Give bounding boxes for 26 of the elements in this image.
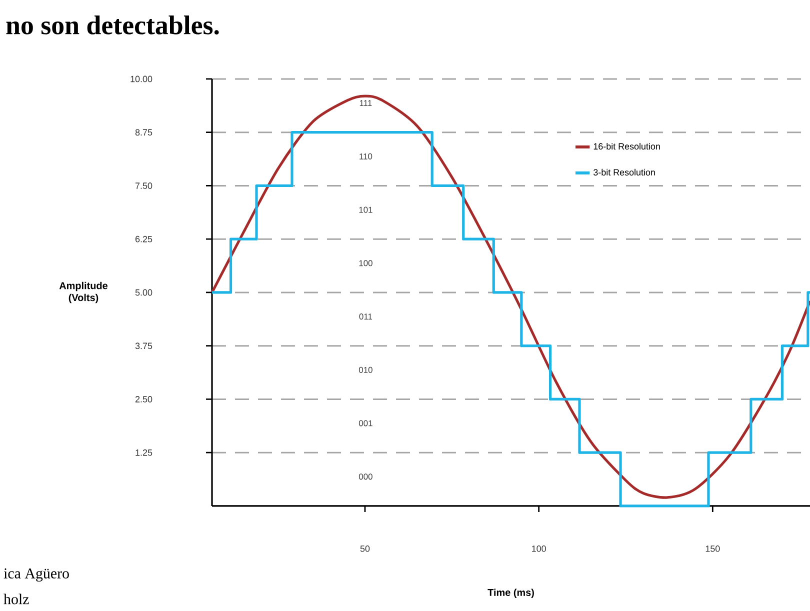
annotation: 111 — [360, 100, 372, 106]
y-tick-label: 7.50 — [135, 182, 152, 189]
y-axis-title: Amplitude (Volts) — [59, 282, 108, 304]
y-tick-label: 8.75 — [135, 129, 152, 136]
x-tick-label: 50 — [360, 546, 370, 552]
legend-label: 3-bit Resolution — [594, 168, 655, 176]
text: holz — [4, 594, 29, 604]
annotation: 000 — [358, 474, 372, 480]
y-tick-label: 10.00 — [130, 76, 152, 82]
annotation: 100 — [359, 260, 372, 266]
y-tick-label: 5.00 — [135, 289, 152, 296]
annotation: 110 — [360, 153, 372, 160]
annotation: 001 — [358, 420, 372, 426]
y-tick-label: 2.50 — [135, 396, 152, 402]
x-tick-label: 150 — [706, 546, 720, 552]
x-axis-title: Time (ms) — [488, 588, 534, 598]
y-tick-label: 3.75 — [135, 342, 152, 350]
legend-label: 16-bit Resolution — [594, 142, 660, 150]
x-tick-label: 100 — [532, 546, 546, 552]
text: ica Agüero — [4, 568, 69, 582]
annotation: 010 — [358, 366, 372, 373]
chart-title: no son detectables. — [6, 15, 219, 35]
annotation: 101 — [359, 206, 372, 213]
y-tick-label: 6.25 — [135, 236, 152, 242]
annotation: 011 — [359, 314, 372, 320]
y-tick-label: 1.25 — [136, 449, 152, 456]
